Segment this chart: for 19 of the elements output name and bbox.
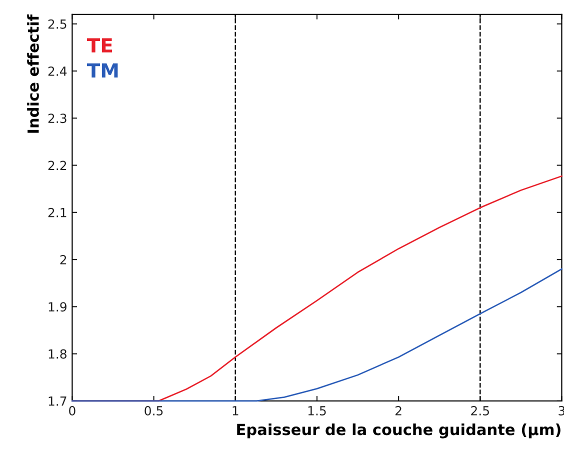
x-tick-label: 2.5 (471, 406, 489, 416)
y-tick-label: 1.7 (48, 396, 66, 406)
x-axis-title: Epaisseur de la couche guidante (µm) (237, 423, 560, 438)
text: TM (86, 63, 118, 78)
y-tick-label: 2.2 (48, 160, 66, 170)
text: TE (86, 38, 112, 52)
y-axis-title: Indice effectif (27, 14, 39, 133)
y-tick-label: 2.3 (48, 114, 66, 124)
y-tick-label: 2 (60, 255, 66, 264)
x-tick-label: 2 (396, 406, 402, 416)
y-tick-label: 2.1 (48, 208, 66, 218)
y-tick-label: 2.4 (48, 66, 67, 76)
x-tick-label: 0 (69, 406, 76, 416)
x-tick-label: 1.5 (308, 406, 326, 416)
y-tick-label: 2.5 (48, 19, 66, 29)
x-tick-label: 0.5 (144, 406, 163, 416)
y-tick-label: 1.9 (48, 302, 66, 312)
x-tick-label: 1 (232, 406, 238, 416)
y-tick-label: 1.8 (48, 349, 66, 359)
